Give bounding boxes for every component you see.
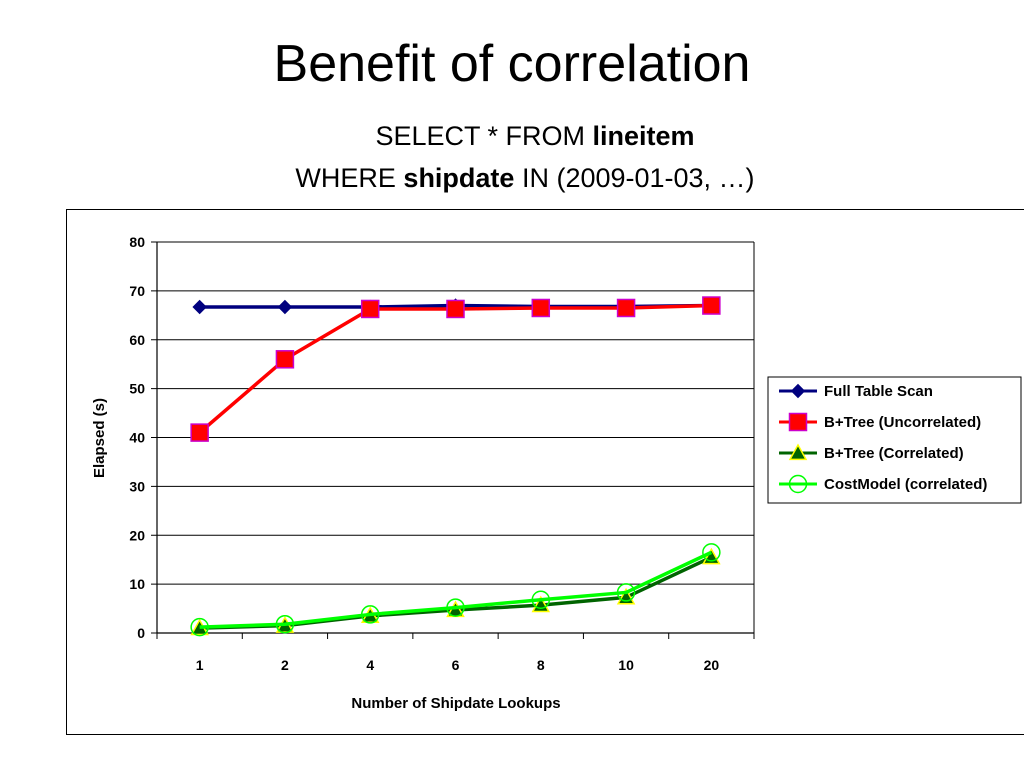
y-tick-label: 60 bbox=[129, 332, 145, 348]
query-line-1: SELECT * FROM lineitem bbox=[0, 120, 1024, 152]
axis-labels: Elapsed (s) Number of Shipdate Lookups bbox=[91, 398, 561, 712]
data-point-series-2 bbox=[616, 298, 636, 318]
data-point-series-2 bbox=[190, 423, 209, 442]
series-lines bbox=[190, 296, 721, 637]
data-point-series-2 bbox=[702, 296, 721, 315]
y-tick-label: 70 bbox=[129, 283, 145, 299]
x-tick-label: 10 bbox=[618, 657, 634, 673]
query-in-clause: IN (2009-01-03, …) bbox=[514, 163, 755, 193]
series-line-4 bbox=[199, 550, 713, 629]
legend-marker-3 bbox=[788, 443, 808, 461]
data-point-series-4 bbox=[446, 598, 465, 617]
y-tick-label: 80 bbox=[129, 234, 145, 250]
legend-box bbox=[767, 376, 1022, 504]
y-tick-label: 20 bbox=[129, 527, 145, 543]
data-point-series-4 bbox=[531, 590, 551, 610]
query-line-2: WHERE shipdate IN (2009-01-03, …) bbox=[0, 162, 1024, 194]
data-point-series-4 bbox=[616, 583, 636, 602]
x-tick-label: 2 bbox=[281, 657, 289, 673]
data-point-series-1 bbox=[192, 299, 207, 315]
y-tick-label: 40 bbox=[129, 430, 145, 446]
query-select-text: SELECT * FROM bbox=[375, 121, 593, 151]
axes: 0 10 20 30 40 50 60 70 80 1 2 4 6 8 10 20 bbox=[129, 234, 755, 673]
series-line-2 bbox=[198, 303, 712, 434]
y-tick-label: 10 bbox=[129, 576, 145, 592]
x-tick-label: 6 bbox=[452, 657, 460, 673]
slide-title: Benefit of correlation bbox=[273, 35, 751, 93]
legend-label-4: CostModel (correlated) bbox=[824, 476, 987, 493]
legend-label-1: Full Table Scan bbox=[824, 383, 933, 400]
data-point-series-2 bbox=[275, 350, 295, 369]
x-axis-label: Number of Shipdate Lookups bbox=[351, 695, 560, 712]
data-point-series-4 bbox=[702, 543, 721, 562]
data-point-series-2 bbox=[531, 298, 551, 318]
x-tick-label: 1 bbox=[196, 657, 204, 673]
query-column-name: shipdate bbox=[403, 163, 515, 193]
x-tick-label: 4 bbox=[366, 657, 374, 673]
data-point-series-4 bbox=[190, 617, 209, 637]
x-tick-label: 8 bbox=[537, 657, 545, 673]
data-point-series-2 bbox=[446, 299, 465, 319]
data-point-series-1 bbox=[277, 299, 293, 315]
query-where-text: WHERE bbox=[295, 163, 404, 193]
y-tick-label: 50 bbox=[129, 381, 145, 397]
y-axis-label: Elapsed (s) bbox=[91, 398, 108, 478]
gridlines bbox=[157, 241, 754, 585]
y-tick-label: 30 bbox=[129, 478, 145, 494]
y-tick-label: 0 bbox=[137, 625, 145, 641]
data-point-series-4 bbox=[360, 605, 380, 624]
data-point-series-4 bbox=[275, 614, 295, 634]
legend: Full Table Scan B+Tree (Uncorrelated) B+Tr… bbox=[767, 376, 1022, 504]
legend-marker-2 bbox=[788, 412, 808, 432]
data-point-series-2 bbox=[360, 299, 380, 319]
line-chart: 0 10 20 30 40 50 60 70 80 1 2 4 6 8 10 20 Elapsed (s) N… bbox=[91, 234, 1022, 712]
legend-label-2: B+Tree (Uncorrelated) bbox=[824, 414, 981, 431]
x-tick-label: 20 bbox=[704, 657, 720, 673]
legend-marker-1 bbox=[790, 383, 806, 399]
legend-marker-4 bbox=[788, 474, 808, 494]
legend-label-3: B+Tree (Correlated) bbox=[824, 445, 964, 462]
query-table-name: lineitem bbox=[592, 121, 695, 151]
chart-frame: 0 10 20 30 40 50 60 70 80 1 2 4 6 8 10 20 Elapsed (s) N… bbox=[66, 209, 1024, 735]
